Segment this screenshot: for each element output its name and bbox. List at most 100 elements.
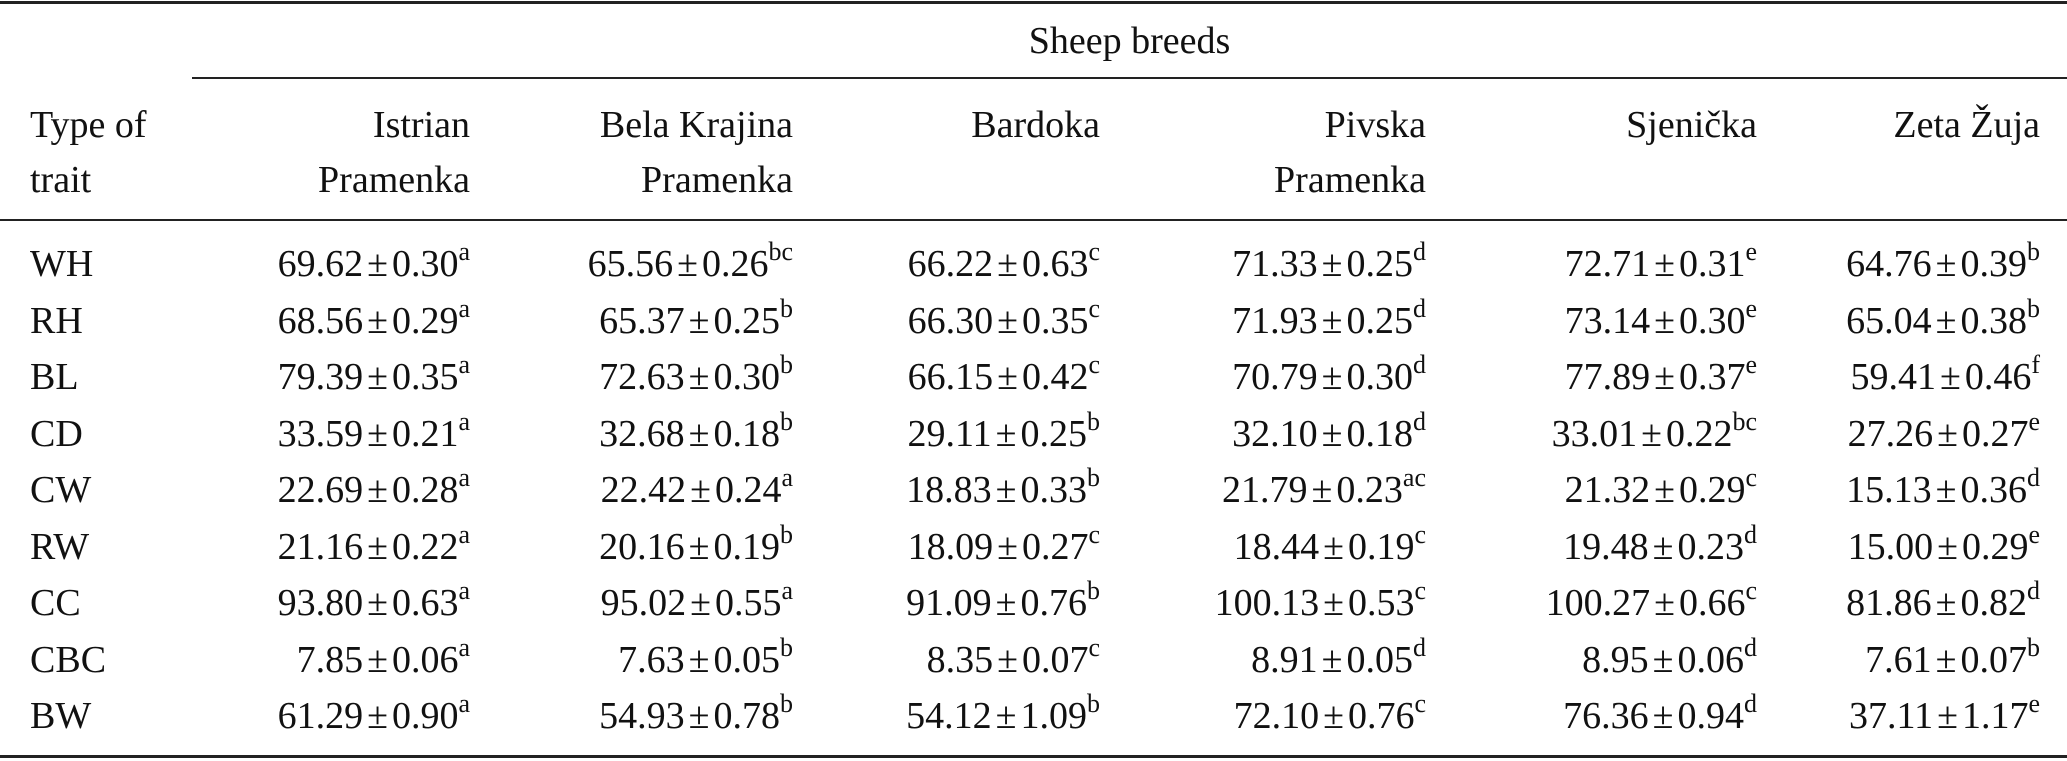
cell-superscript: b bbox=[780, 689, 793, 718]
table-cell: 65.04 ±0.38b bbox=[1846, 293, 2040, 353]
cell-superscript: b bbox=[2027, 293, 2040, 323]
cell-superscript: d bbox=[1413, 632, 1426, 662]
cell-se: 1.09 bbox=[1020, 695, 1088, 737]
cell-se: 0.06 bbox=[391, 638, 459, 681]
cell-superscript: f bbox=[2031, 350, 2040, 379]
cell-mean: 15.13 bbox=[1846, 469, 1932, 511]
cell-se: 0.63 bbox=[1021, 243, 1089, 285]
column-header-line1: Sjenička bbox=[1626, 104, 1757, 146]
cell-se: 0.27 bbox=[1961, 412, 2029, 455]
plus-minus-sign: ± bbox=[367, 525, 388, 568]
cell-mean: 65.04 bbox=[1846, 299, 1932, 342]
cell-mean: 18.44 bbox=[1233, 525, 1320, 568]
cell-superscript: a bbox=[458, 463, 470, 492]
cell-se: 0.31 bbox=[1678, 243, 1746, 285]
table-row: CD 33.59 ±0.21a 32.68 ±0.18b 29.11 ±0.25b 32.10… bbox=[0, 406, 2067, 462]
trait-label: BW bbox=[30, 695, 92, 737]
table-cell: 100.27 ±0.66c bbox=[1546, 575, 1757, 635]
cell-se: 0.76 bbox=[1347, 695, 1415, 737]
cell-mean: 20.16 bbox=[599, 525, 685, 568]
table-cell: 61.29 ±0.90a bbox=[278, 688, 470, 748]
cell-superscript: a bbox=[458, 576, 470, 605]
table-cell: 71.93 ±0.25d bbox=[1232, 293, 1426, 353]
cell-mean: 81.86 bbox=[1846, 582, 1932, 624]
group-header-rule bbox=[192, 77, 2067, 79]
plus-minus-sign: ± bbox=[1654, 299, 1675, 342]
table-cell: 21.16 ±0.22a bbox=[278, 519, 470, 579]
cell-se: 0.18 bbox=[713, 412, 781, 455]
cell-mean: 37.11 bbox=[1849, 695, 1934, 737]
column-header-line2: Pramenka bbox=[318, 159, 470, 201]
plus-minus-sign: ± bbox=[1935, 469, 1957, 511]
column-header: Zeta Žuja bbox=[1893, 98, 2040, 153]
cell-superscript: e bbox=[2028, 406, 2040, 436]
cell-mean: 95.02 bbox=[600, 582, 687, 624]
plus-minus-sign: ± bbox=[1321, 299, 1343, 342]
plus-minus-sign: ± bbox=[367, 638, 388, 681]
table-cell: 77.89 ±0.37e bbox=[1565, 349, 1757, 409]
cell-superscript: d bbox=[1413, 406, 1426, 436]
cell-se: 0.19 bbox=[1347, 525, 1415, 568]
cell-se: 1.17 bbox=[1961, 695, 2029, 737]
table-row: BW 61.29 ±0.90a 54.93 ±0.78b 54.12 ±1.09b 72.10… bbox=[0, 688, 2067, 744]
table-cell: 8.91 ±0.05d bbox=[1251, 632, 1426, 692]
cell-mean: 7.63 bbox=[618, 638, 685, 681]
plus-minus-sign: ± bbox=[1321, 412, 1343, 455]
cell-superscript: a bbox=[458, 237, 470, 266]
trait-label: RH bbox=[30, 299, 83, 342]
cell-superscript: b bbox=[780, 350, 793, 379]
plus-minus-sign: ± bbox=[1641, 412, 1662, 455]
plus-minus-sign: ± bbox=[367, 243, 388, 285]
cell-mean: 8.35 bbox=[926, 638, 994, 681]
cell-se: 0.06 bbox=[1677, 638, 1745, 681]
cell-se: 0.29 bbox=[391, 299, 459, 342]
plus-minus-sign: ± bbox=[367, 356, 388, 398]
cell-mean: 72.63 bbox=[599, 356, 685, 398]
table-cell: 29.11 ±0.25b bbox=[908, 406, 1100, 466]
table-cell: 65.56 ±0.26bc bbox=[588, 236, 793, 296]
cell-se: 0.36 bbox=[1960, 469, 2028, 511]
cell-mean: 22.69 bbox=[277, 469, 364, 511]
cell-superscript: c bbox=[1088, 350, 1100, 379]
cell-se: 0.90 bbox=[391, 695, 459, 737]
table-row: RW 21.16 ±0.22a 20.16 ±0.19b 18.09 ±0.27c 18.44… bbox=[0, 519, 2067, 575]
cell-se: 0.37 bbox=[1678, 356, 1746, 398]
column-header-line1: Bela Krajina bbox=[599, 104, 793, 146]
cell-superscript: b bbox=[2027, 237, 2040, 266]
plus-minus-sign: ± bbox=[997, 525, 1018, 568]
plus-minus-sign: ± bbox=[1935, 638, 1957, 681]
table-cell: 8.35 ±0.07c bbox=[927, 632, 1100, 692]
cell-mean: 59.41 bbox=[1850, 356, 1936, 398]
cell-se: 0.39 bbox=[1960, 243, 2028, 285]
cell-superscript: d bbox=[1413, 293, 1426, 323]
cell-se: 0.19 bbox=[713, 525, 781, 568]
plus-minus-sign: ± bbox=[1652, 695, 1674, 737]
cell-mean: 32.68 bbox=[599, 412, 685, 455]
table-cell: 22.69 ±0.28a bbox=[278, 462, 470, 522]
cell-se: 0.07 bbox=[1021, 638, 1089, 681]
cell-mean: 72.71 bbox=[1564, 243, 1651, 285]
plus-minus-sign: ± bbox=[688, 299, 710, 342]
plus-minus-sign: ± bbox=[1654, 582, 1675, 624]
table-cell: 33.01 ±0.22bc bbox=[1552, 406, 1757, 466]
cell-superscript: b bbox=[780, 632, 793, 662]
table-cell: 18.83 ±0.33b bbox=[906, 462, 1100, 522]
table-cell: 72.63 ±0.30b bbox=[599, 349, 793, 409]
table-cell: 7.61 ±0.07b bbox=[1865, 632, 2040, 692]
cell-se: 0.22 bbox=[1665, 412, 1733, 455]
plus-minus-sign: ± bbox=[367, 299, 388, 342]
table-cell: 32.68 ±0.18b bbox=[599, 406, 793, 466]
cell-se: 0.25 bbox=[1346, 243, 1414, 285]
table-row: CW 22.69 ±0.28a 22.42 ±0.24a 18.83 ±0.33b 21.79… bbox=[0, 462, 2067, 518]
cell-se: 0.18 bbox=[1346, 412, 1414, 455]
cell-se: 0.29 bbox=[1678, 469, 1746, 511]
cell-superscript: c bbox=[1414, 519, 1426, 549]
cell-superscript: c bbox=[1745, 576, 1757, 605]
plus-minus-sign: ± bbox=[995, 412, 1017, 455]
plus-minus-sign: ± bbox=[1652, 638, 1674, 681]
cell-se: 0.35 bbox=[1021, 299, 1089, 342]
plus-minus-sign: ± bbox=[995, 582, 1017, 624]
cell-se: 0.46 bbox=[1964, 356, 2032, 398]
plus-minus-sign: ± bbox=[367, 469, 388, 511]
plus-minus-sign: ± bbox=[997, 356, 1018, 398]
